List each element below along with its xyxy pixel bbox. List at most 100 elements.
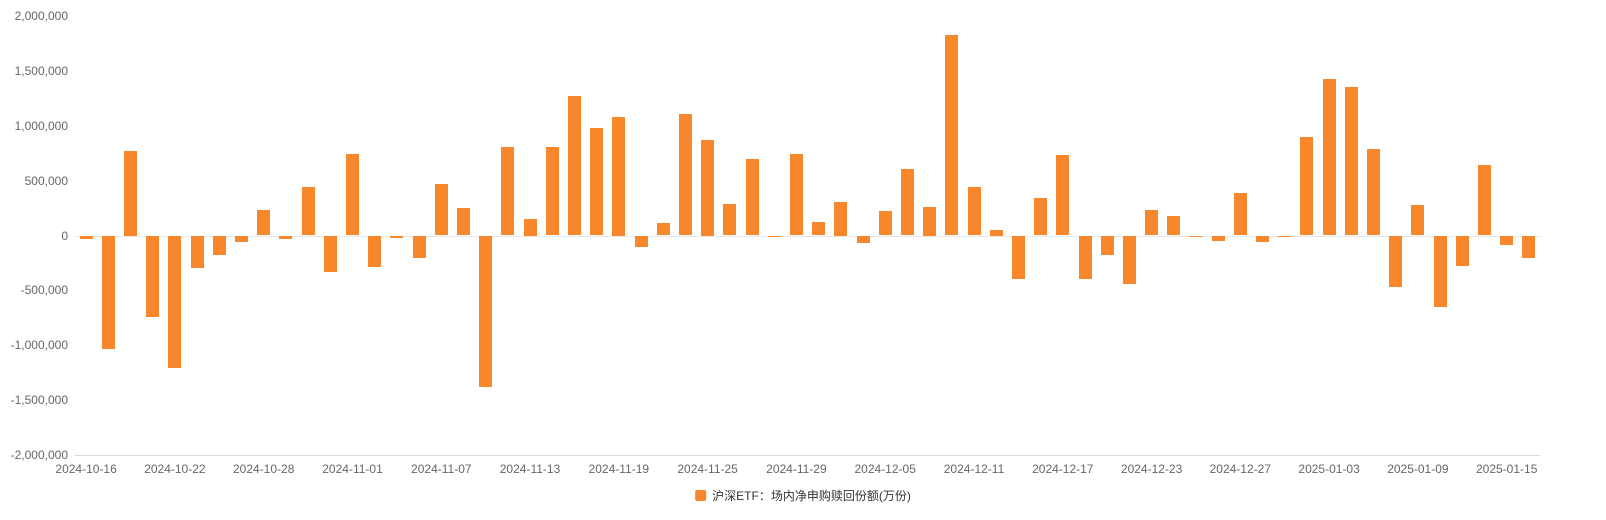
- bar-2024-10-21[interactable]: [146, 235, 160, 317]
- bar-2024-11-22[interactable]: [678, 113, 692, 236]
- bar-2024-12-23[interactable]: [1145, 210, 1159, 236]
- x-axis-tick-label: 2025-01-09: [1387, 462, 1449, 476]
- x-axis-tick-label: 2024-12-27: [1209, 462, 1271, 476]
- bar-2024-12-25[interactable]: [1189, 235, 1203, 237]
- bar-2024-11-06[interactable]: [412, 235, 426, 258]
- x-axis-tick-label: 2024-10-28: [232, 462, 295, 476]
- bar-2024-12-20[interactable]: [1122, 235, 1136, 284]
- y-axis-tick-label: -500,000: [20, 283, 68, 298]
- bar-2025-01-13[interactable]: [1455, 235, 1469, 267]
- bar-2024-10-28[interactable]: [257, 210, 271, 236]
- bar-2024-11-20[interactable]: [634, 235, 648, 247]
- bar-2024-12-13[interactable]: [1011, 235, 1025, 280]
- x-axis-tick-label: 2024-11-13: [499, 462, 561, 476]
- bar-2024-11-11[interactable]: [479, 235, 493, 387]
- legend-label: 沪深ETF：场内净申购赎回份额(万份): [712, 489, 911, 503]
- bar-2024-12-06[interactable]: [900, 168, 914, 236]
- y-axis-tick-label: 1,000,000: [14, 118, 68, 133]
- bar-2025-01-08[interactable]: [1389, 235, 1403, 288]
- zero-axis-line: [75, 235, 1540, 237]
- bar-2024-11-18[interactable]: [590, 127, 604, 236]
- bar-2025-01-10[interactable]: [1433, 235, 1447, 307]
- bar-2025-01-06[interactable]: [1344, 87, 1358, 236]
- bar-2024-12-26[interactable]: [1211, 235, 1225, 241]
- bar-2024-11-15[interactable]: [567, 96, 581, 236]
- bar-2024-12-30[interactable]: [1256, 235, 1269, 243]
- y-axis-tick-label: 1,500,000: [14, 63, 68, 78]
- bar-2025-01-14[interactable]: [1478, 165, 1491, 236]
- bar-2024-12-27[interactable]: [1233, 192, 1247, 236]
- bar-2024-11-08[interactable]: [456, 208, 470, 236]
- bar-2025-01-02[interactable]: [1300, 136, 1314, 236]
- bar-2024-11-27[interactable]: [745, 158, 759, 236]
- x-axis-tick-label: 2025-01-03: [1298, 462, 1360, 476]
- bar-2024-11-12[interactable]: [501, 146, 515, 236]
- bar-2025-01-03[interactable]: [1322, 78, 1336, 236]
- x-axis-tick-label: 2024-10-22: [144, 462, 206, 476]
- x-axis-tick-label: 2024-11-19: [588, 462, 650, 476]
- bar-2024-11-01[interactable]: [346, 154, 359, 236]
- x-axis-tick-label: 2024-11-25: [677, 462, 738, 476]
- y-axis-tick-label: 2,000,000: [14, 9, 68, 23]
- bar-2024-12-09[interactable]: [923, 207, 937, 236]
- bar-2024-12-11[interactable]: [967, 187, 981, 236]
- bar-2024-12-10[interactable]: [945, 34, 959, 236]
- bar-2024-12-02[interactable]: [812, 222, 826, 236]
- bar-2024-11-05[interactable]: [390, 235, 404, 238]
- bar-2024-11-28[interactable]: [767, 235, 781, 237]
- bar-2024-10-24[interactable]: [212, 235, 226, 256]
- x-axis-tick-label: 2024-10-16: [55, 462, 117, 476]
- bar-2024-12-03[interactable]: [834, 201, 848, 236]
- x-axis-tick-label: 2024-12-11: [943, 462, 1005, 476]
- bar-2024-10-16[interactable]: [79, 235, 93, 239]
- bar-2024-11-25[interactable]: [701, 140, 715, 236]
- bar-2024-12-17[interactable]: [1056, 155, 1070, 236]
- x-axis-tick-label: 2024-11-29: [766, 462, 827, 476]
- bar-2025-01-16[interactable]: [1522, 235, 1536, 258]
- legend-color-swatch: [695, 490, 707, 501]
- y-axis-tick-label: 0: [61, 228, 68, 243]
- bar-2024-12-12[interactable]: [989, 230, 1003, 236]
- y-axis: 2,000,000 1,500,000 1,000,000 500,000 0 -500,…: [0, 0, 68, 470]
- bar-2024-12-24[interactable]: [1167, 215, 1181, 236]
- bar-2025-01-15[interactable]: [1500, 235, 1514, 246]
- bar-2024-10-17[interactable]: [101, 235, 115, 349]
- x-axis-tick-label: 2024-12-23: [1120, 462, 1183, 476]
- bar-2024-11-07[interactable]: [434, 183, 448, 236]
- bar-2024-10-30[interactable]: [301, 187, 315, 236]
- bar-2025-01-09[interactable]: [1411, 204, 1425, 236]
- bar-2024-11-13[interactable]: [523, 219, 537, 236]
- bar-2024-12-04[interactable]: [856, 235, 870, 244]
- x-axis-tick-label: 2025-01-15: [1475, 462, 1538, 476]
- bar-2024-11-19[interactable]: [612, 117, 626, 236]
- y-axis-tick-label: -1,000,000: [10, 338, 68, 353]
- bar-2025-01-07[interactable]: [1367, 148, 1380, 236]
- bar-2024-10-22[interactable]: [168, 235, 182, 369]
- bar-2024-10-23[interactable]: [190, 235, 204, 269]
- bar-2024-11-29[interactable]: [789, 154, 803, 236]
- plot-area: [75, 16, 1540, 456]
- x-axis-line: [75, 455, 1540, 456]
- x-axis-tick-label: 2024-12-05: [854, 462, 916, 476]
- x-axis-tick-label: 2024-12-17: [1032, 462, 1094, 476]
- y-axis-tick-label: 500,000: [24, 173, 68, 188]
- bar-2024-12-19[interactable]: [1100, 235, 1114, 256]
- y-axis-tick-label: -1,500,000: [10, 393, 68, 408]
- y-axis-tick-label: -2,000,000: [10, 448, 68, 462]
- bar-2024-10-29[interactable]: [279, 235, 293, 239]
- x-axis-tick-label: 2024-11-07: [411, 462, 472, 476]
- x-axis-tick-label: 2024-11-01: [322, 462, 383, 476]
- bar-2024-12-16[interactable]: [1034, 198, 1048, 236]
- bar-2024-11-26[interactable]: [723, 203, 737, 236]
- bar-2024-11-21[interactable]: [656, 223, 670, 236]
- bar-2024-12-31[interactable]: [1278, 235, 1292, 237]
- bar-2024-11-04[interactable]: [368, 235, 382, 268]
- bar-2024-10-18[interactable]: [124, 151, 137, 236]
- bar-2024-12-18[interactable]: [1078, 235, 1092, 280]
- bar-2024-12-05[interactable]: [878, 211, 892, 236]
- bar-2024-11-14[interactable]: [545, 146, 559, 236]
- bar-2024-10-25[interactable]: [235, 235, 248, 243]
- legend-item[interactable]: 沪深ETF：场内净申购赎回份额(万份): [695, 487, 911, 504]
- bar-2024-10-31[interactable]: [323, 235, 337, 272]
